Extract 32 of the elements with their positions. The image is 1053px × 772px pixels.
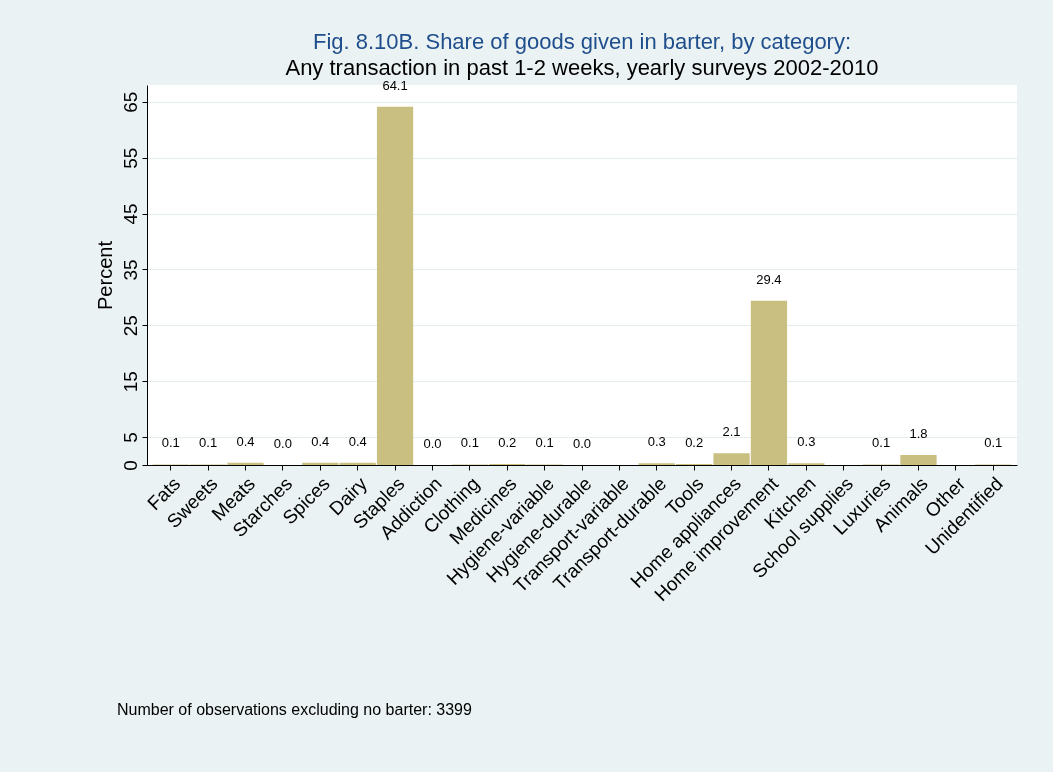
data-label: 0.0 <box>572 436 592 451</box>
data-label: 0.1 <box>161 435 180 451</box>
data-label: 64.1 <box>382 77 408 93</box>
data-label: 0.0 <box>423 436 442 451</box>
data-label: 29.4 <box>756 271 782 287</box>
data-label: 0.0 <box>273 436 292 451</box>
data-label: 0.1 <box>535 435 554 451</box>
y-tick-label: 5 <box>119 432 141 443</box>
data-label: 1.8 <box>909 425 928 441</box>
data-label: 0.4 <box>236 433 255 449</box>
data-label: 0.1 <box>460 435 479 451</box>
data-label: 0.4 <box>311 433 330 449</box>
data-label: 0.2 <box>498 434 517 450</box>
text: Number of observations excluding no barter: 3399 <box>117 701 472 718</box>
y-tick-label: 65 <box>119 91 141 113</box>
y-tick-label: 0 <box>119 460 141 471</box>
data-label: 0.4 <box>348 433 367 449</box>
data-label: 2.1 <box>722 424 741 440</box>
y-tick-label: 45 <box>119 203 141 225</box>
y-axis-title: Percent <box>93 240 116 310</box>
data-label: 0.3 <box>797 434 816 450</box>
chart-title: Fig. 8.10B. Share of goods given in barter, by category: <box>312 28 852 54</box>
data-label: 0.2 <box>685 434 704 450</box>
y-tick-label: 25 <box>119 315 141 337</box>
y-tick-label: 35 <box>119 259 141 281</box>
chart-subtitle: Any transaction in past 1-2 weeks, yearly surveys 2002-2010 <box>285 54 879 80</box>
data-label: 0.3 <box>647 434 666 450</box>
data-label: 0.1 <box>984 435 1003 451</box>
y-tick-label: 55 <box>119 147 141 169</box>
data-label: 0.1 <box>872 435 891 451</box>
data-label: 0.1 <box>199 435 218 451</box>
y-tick-label: 15 <box>119 371 141 393</box>
